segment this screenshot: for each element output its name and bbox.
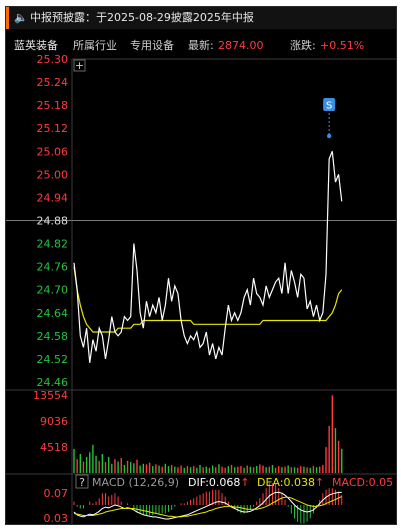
macd-dea: DEA:0.038↑ [257, 476, 324, 489]
stock-chart-window: 🔈 中报预披露：于2025-08-29披露2025年中报 蓝英装备 所属行业 专用… [5, 6, 397, 525]
zoom-button[interactable]: + [73, 59, 86, 72]
intraday-chart[interactable]: + 25.30 25.24 25.18 25.12 25.06 25.00 24.94 24.… [6, 7, 396, 524]
price-tick-label: 24.76 [37, 261, 69, 274]
volume-axis: 13554 9036 4518 [33, 389, 68, 454]
price-tick-label: 24.70 [37, 284, 69, 297]
notice-bar[interactable]: 🔈 中报预披露：于2025-08-29披露2025年中报 [6, 7, 396, 29]
volume-tick-label: 9036 [40, 415, 68, 428]
price-line [73, 151, 343, 363]
industry-label: 所属行业 [73, 39, 117, 52]
price-tick-label: 25.24 [37, 76, 69, 89]
change-label: 涨跌: [290, 39, 316, 52]
stock-info-bar: 蓝英装备 所属行业 专用设备 最新: 2874.00 涨跌: +0.51% [6, 37, 396, 55]
macd-value: MACD:0.05 [332, 476, 393, 489]
price-tick-label: 24.94 [37, 191, 69, 204]
event-badge-dot [326, 133, 332, 139]
latest-price: 2874.00 [218, 39, 264, 52]
macd-help-button[interactable] [75, 474, 89, 489]
notice-text: 中报预披露：于2025-08-29披露2025年中报 [30, 11, 254, 24]
price-axis: 25.30 25.24 25.18 25.12 25.06 25.00 24.94 24.88… [37, 53, 69, 389]
event-badge[interactable]: S [323, 98, 336, 139]
macd-dif-line [73, 491, 342, 520]
avg-price-line [73, 266, 343, 333]
macd-panel [73, 483, 343, 524]
macd-axis-bottom: 0.03 [44, 512, 69, 524]
zoom-button-label: + [75, 59, 84, 72]
macd-title: MACD (12,26,9) [92, 476, 179, 489]
price-tick-label: 25.06 [37, 145, 69, 158]
price-tick-label: 25.18 [37, 99, 69, 112]
price-tick-label: 24.64 [37, 307, 69, 320]
price-tick-label-ref: 24.88 [37, 215, 69, 228]
price-tick-label: 24.82 [37, 238, 69, 251]
macd-dea-line [73, 496, 342, 518]
industry-value[interactable]: 专用设备 [130, 39, 174, 52]
price-series-group [73, 151, 343, 363]
change-percent: +0.51% [320, 39, 365, 52]
stock-name[interactable]: 蓝英装备 [14, 39, 58, 52]
volume-tick-label: 13554 [33, 389, 68, 402]
latest-label: 最新: [188, 39, 214, 52]
macd-axis-top: 0.07 [44, 487, 69, 500]
price-tick-label: 25.30 [37, 53, 69, 66]
volume-tick-label: 4518 [40, 441, 68, 454]
volume-bars-group [73, 395, 343, 473]
price-tick-label: 24.46 [37, 376, 69, 389]
price-tick-label: 25.12 [37, 122, 69, 135]
macd-help-label: ? [79, 476, 85, 489]
speaker-icon: 🔈 [14, 11, 28, 24]
chart-grid [6, 58, 396, 524]
event-badge-label: S [326, 101, 332, 112]
macd-header: ? MACD (12,26,9) DIF:0.068↑ DEA:0.038↑ M… [75, 474, 393, 489]
event-badge-box [323, 98, 336, 111]
price-tick-label: 24.52 [37, 353, 69, 366]
macd-dif: DIF:0.068↑ [188, 476, 250, 489]
price-tick-label: 25.00 [37, 168, 69, 181]
price-tick-label: 24.58 [37, 330, 69, 343]
